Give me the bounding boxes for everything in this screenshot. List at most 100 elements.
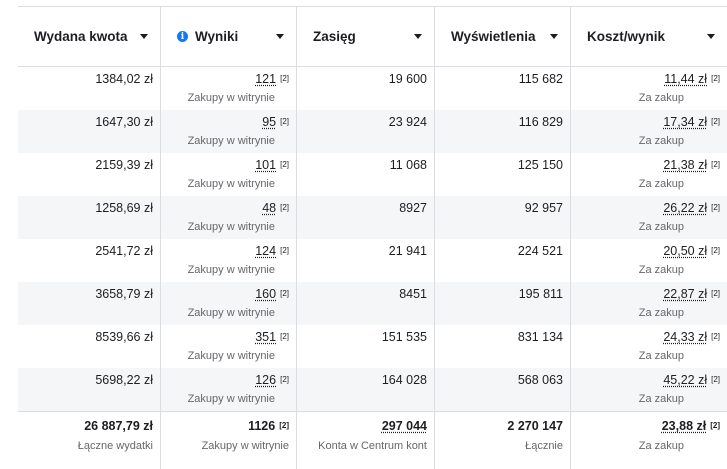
cost-value-wrap: 26,22 zł [2] (663, 201, 720, 216)
cost-cell: 20,50 zł [2] Za zakup (571, 239, 727, 282)
results-cell: 124 [2] Zakupy w witrynie (161, 239, 297, 282)
table-row[interactable]: 8539,66 zł 351 [2] Zakupy w witrynie 151 535… (18, 325, 727, 368)
cost-value[interactable]: 45,22 zł (663, 373, 708, 387)
cost-value[interactable]: 21,38 zł (663, 158, 708, 172)
column-header-spent[interactable]: Wydana kwota (18, 7, 161, 66)
reach-value: 8927 (399, 201, 427, 215)
spent-value: 3658,79 zł (95, 287, 153, 301)
footnote-marker[interactable]: [2] (710, 421, 720, 430)
results-cell: 160 [2] Zakupy w witrynie (161, 282, 297, 325)
results-value[interactable]: 121 (255, 72, 277, 86)
spent-cell: 1384,02 zł (18, 67, 161, 110)
results-value[interactable]: 126 (255, 373, 277, 387)
cost-value[interactable]: 11,44 zł (664, 72, 708, 86)
total-impressions-cell: 2 270 147 Łącznie (435, 412, 571, 469)
footnote-marker[interactable]: [2] (711, 117, 720, 126)
column-header-label: Wyświetlenia (451, 29, 536, 44)
table-row[interactable]: 2159,39 zł 101 [2] Zakupy w witrynie 11 068 1… (18, 153, 727, 196)
footnote-marker[interactable]: [2] (280, 332, 289, 341)
chevron-down-icon[interactable] (140, 34, 148, 39)
reach-value: 151 535 (381, 330, 427, 344)
impressions-value: 115 682 (518, 72, 563, 86)
footnote-marker[interactable]: [2] (711, 74, 720, 83)
total-results-label: Zakupy w witrynie (201, 440, 289, 452)
cost-cell: 45,22 zł [2] Za zakup (571, 368, 727, 411)
table-totals-row: 26 887,79 zł Łączne wydatki 1126 [2] Zaku… (18, 411, 727, 469)
impressions-cell: 115 682 (435, 67, 571, 110)
cost-cell: 26,22 zł [2] Za zakup (571, 196, 727, 239)
cost-value-wrap: 21,38 zł [2] (663, 158, 720, 173)
chevron-down-icon[interactable] (707, 34, 715, 39)
results-table: Wydana kwota i Wyniki Zasięg Wyświetleni… (18, 6, 727, 469)
table-row[interactable]: 5698,22 zł 126 [2] Zakupy w witrynie 164 028… (18, 368, 727, 411)
table-body: 1384,02 zł 121 [2] Zakupy w witrynie 19 600 1… (18, 67, 727, 411)
cost-cell: 22,87 zł [2] Za zakup (571, 282, 727, 325)
footnote-marker[interactable]: [2] (280, 160, 289, 169)
total-cost-value-wrap: 23,88 zł [2] (662, 419, 720, 434)
chevron-down-icon[interactable] (276, 34, 284, 39)
column-header-results[interactable]: i Wyniki (161, 7, 297, 66)
footnote-marker[interactable]: [2] (711, 289, 720, 298)
reach-cell: 151 535 (297, 325, 435, 368)
footnote-marker[interactable]: [2] (279, 421, 289, 430)
cost-value[interactable]: 17,34 zł (663, 115, 708, 129)
results-cell: 351 [2] Zakupy w witrynie (161, 325, 297, 368)
spent-value: 1647,30 zł (95, 115, 153, 129)
table-row[interactable]: 3658,79 zł 160 [2] Zakupy w witrynie 8451 195… (18, 282, 727, 325)
total-cost-value[interactable]: 23,88 zł (661, 419, 707, 433)
footnote-marker[interactable]: [2] (280, 246, 289, 255)
reach-value: 23 924 (388, 115, 427, 129)
info-icon[interactable]: i (177, 31, 188, 42)
table-row[interactable]: 1384,02 zł 121 [2] Zakupy w witrynie 19 600 1… (18, 67, 727, 110)
footnote-marker[interactable]: [2] (711, 160, 720, 169)
results-label: Zakupy w witrynie (187, 92, 275, 104)
cost-value[interactable]: 26,22 zł (663, 201, 708, 215)
results-label: Zakupy w witrynie (187, 307, 275, 319)
results-value[interactable]: 101 (255, 158, 277, 172)
cost-value[interactable]: 22,87 zł (663, 287, 708, 301)
cost-cell: 17,34 zł [2] Za zakup (571, 110, 727, 153)
impressions-cell: 568 063 (435, 368, 571, 411)
spent-value: 2541,72 zł (95, 244, 153, 258)
footnote-marker[interactable]: [2] (711, 375, 720, 384)
spent-value: 1384,02 zł (95, 72, 153, 86)
results-value-wrap: 124 [2] (255, 244, 289, 259)
results-value[interactable]: 160 (255, 287, 277, 301)
results-value-wrap: 48 [2] (262, 201, 289, 216)
cost-label: Za zakup (638, 350, 684, 362)
footnote-marker[interactable]: [2] (711, 203, 720, 212)
results-value[interactable]: 95 (262, 115, 277, 129)
results-value-wrap: 101 [2] (255, 158, 289, 173)
footnote-marker[interactable]: [2] (280, 375, 289, 384)
results-value-wrap: 95 [2] (262, 115, 289, 130)
chevron-down-icon[interactable] (414, 34, 422, 39)
impressions-value: 831 134 (517, 330, 563, 344)
cost-label: Za zakup (638, 393, 684, 405)
cost-value[interactable]: 20,50 zł (663, 244, 708, 258)
impressions-value: 568 063 (517, 373, 563, 387)
total-cost-cell: 23,88 zł [2] Za zakup (571, 412, 727, 469)
column-header-cost-per-result[interactable]: Koszt/wynik (571, 7, 727, 66)
total-reach-label: Konta w Centrum kont (318, 440, 427, 452)
table-row[interactable]: 2541,72 zł 124 [2] Zakupy w witrynie 21 941 2… (18, 239, 727, 282)
results-value[interactable]: 124 (255, 244, 277, 258)
column-header-impressions[interactable]: Wyświetlenia (435, 7, 571, 66)
total-reach-value[interactable]: 297 044 (381, 419, 427, 433)
footnote-marker[interactable]: [2] (280, 117, 289, 126)
spent-value: 2159,39 zł (95, 158, 153, 172)
table-row[interactable]: 1258,69 zł 48 [2] Zakupy w witrynie 8927 92 9… (18, 196, 727, 239)
footnote-marker[interactable]: [2] (280, 289, 289, 298)
footnote-marker[interactable]: [2] (280, 203, 289, 212)
results-value-wrap: 126 [2] (255, 373, 289, 388)
cost-value[interactable]: 24,33 zł (663, 330, 708, 344)
column-header-reach[interactable]: Zasięg (297, 7, 435, 66)
results-value[interactable]: 351 (255, 330, 277, 344)
cost-cell: 11,44 zł [2] Za zakup (571, 67, 727, 110)
footnote-marker[interactable]: [2] (711, 332, 720, 341)
chevron-down-icon[interactable] (550, 34, 558, 39)
footnote-marker[interactable]: [2] (711, 246, 720, 255)
spent-cell: 8539,66 zł (18, 325, 161, 368)
results-value[interactable]: 48 (262, 201, 277, 215)
table-row[interactable]: 1647,30 zł 95 [2] Zakupy w witrynie 23 924 11… (18, 110, 727, 153)
footnote-marker[interactable]: [2] (280, 74, 289, 83)
